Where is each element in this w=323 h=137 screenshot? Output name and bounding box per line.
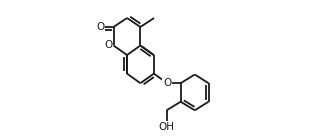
Text: O: O (163, 78, 172, 88)
Text: OH: OH (159, 122, 175, 132)
Text: O: O (96, 22, 104, 32)
Text: O: O (104, 41, 112, 51)
